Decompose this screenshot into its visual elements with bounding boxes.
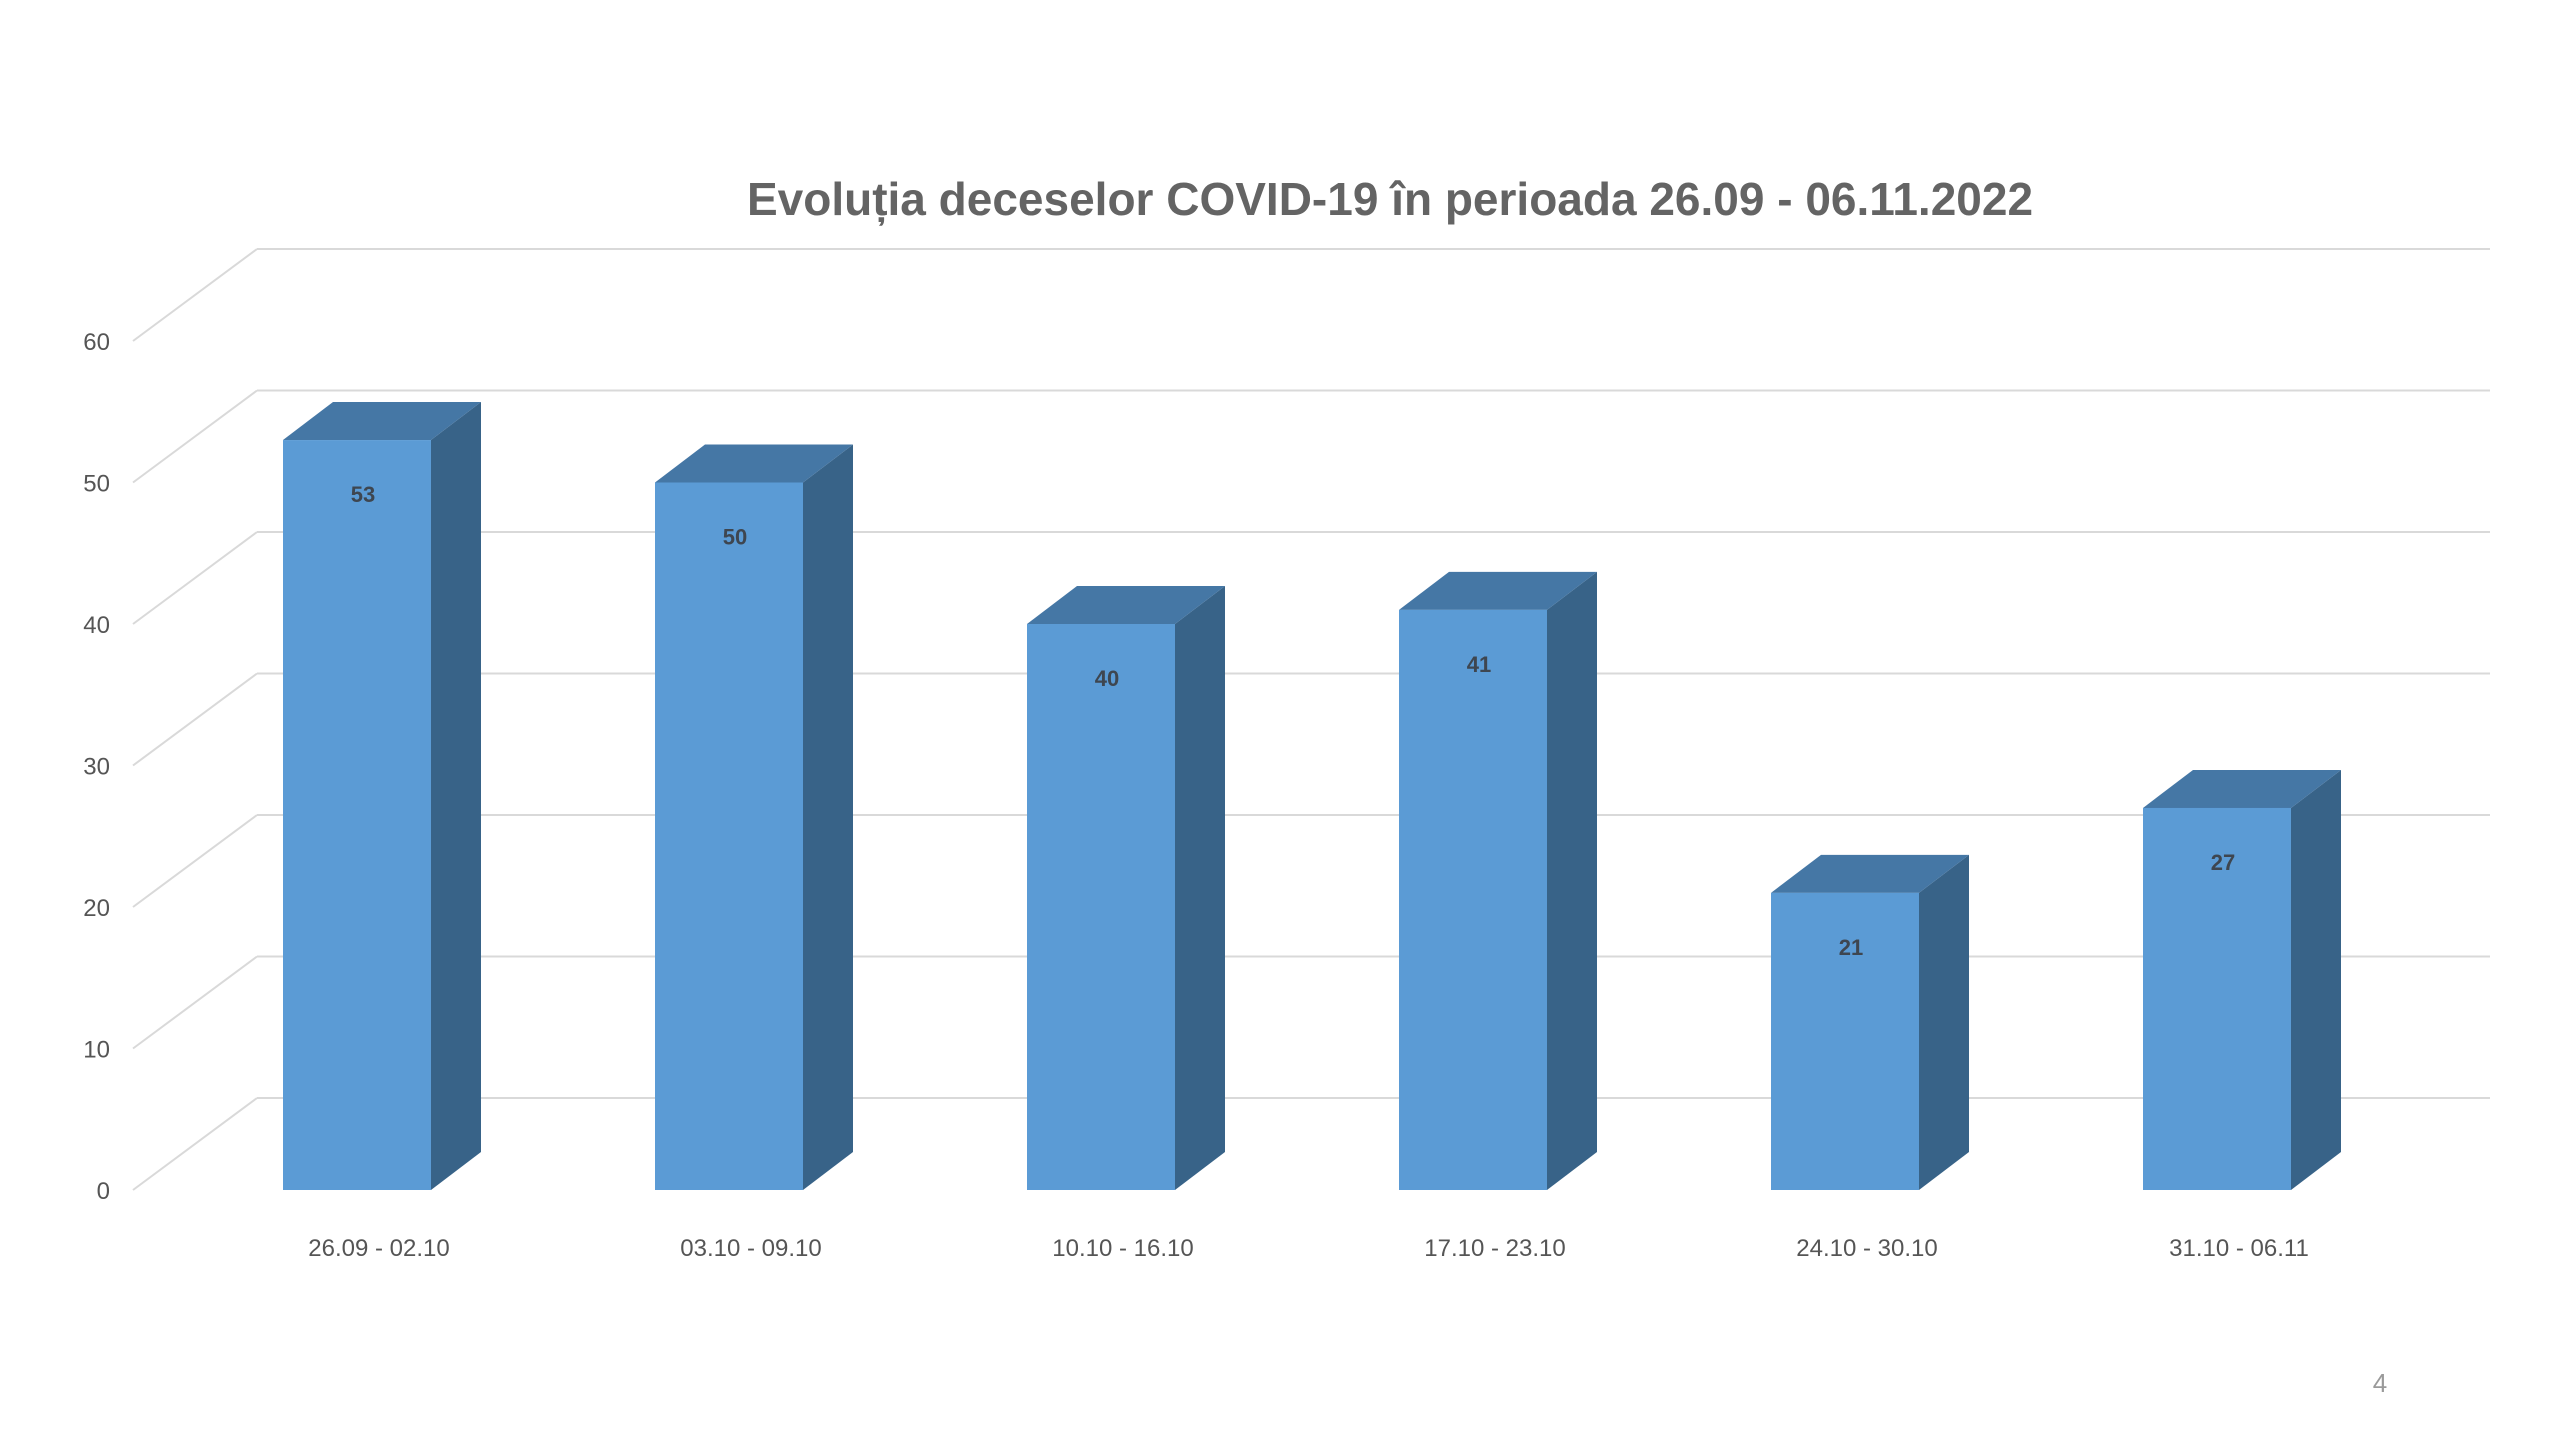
bar-side xyxy=(1547,571,1597,1190)
bars xyxy=(283,402,2341,1190)
data-label: 53 xyxy=(351,482,375,507)
y-tick-label: 0 xyxy=(97,1178,110,1205)
bar-top xyxy=(2143,769,2341,808)
data-labels: 53 50 40 41 21 27 xyxy=(351,482,2235,960)
gridline-side xyxy=(132,389,258,484)
data-label: 21 xyxy=(1839,935,1863,960)
bar-front xyxy=(1399,609,1547,1190)
bar-front xyxy=(283,440,431,1190)
bar-side xyxy=(1175,586,1225,1190)
gridline-side xyxy=(132,531,258,625)
bar xyxy=(1399,571,1597,1190)
gridline-side xyxy=(132,1097,258,1191)
bar xyxy=(1771,854,1969,1190)
bar-front xyxy=(1027,624,1175,1190)
gridline-side xyxy=(132,672,258,767)
data-label: 40 xyxy=(1095,666,1119,691)
bar xyxy=(283,402,481,1190)
x-category-label: 31.10 - 06.11 xyxy=(2169,1235,2309,1262)
bar-side xyxy=(803,444,853,1190)
x-category-label: 17.10 - 23.10 xyxy=(1424,1235,1565,1262)
gridline-side xyxy=(132,955,258,1050)
page-number: 4 xyxy=(2372,1368,2388,1398)
x-axis-categories: 26.09 - 02.10 03.10 - 09.10 10.10 - 16.10 1… xyxy=(308,1235,2309,1262)
x-category-label: 26.09 - 02.10 xyxy=(308,1235,449,1262)
bar-top xyxy=(1027,586,1225,624)
gridline-side xyxy=(132,814,258,908)
bar-front xyxy=(2143,807,2291,1190)
x-category-label: 03.10 - 09.10 xyxy=(680,1235,821,1262)
x-category-label: 10.10 - 16.10 xyxy=(1052,1235,1193,1262)
gridlines xyxy=(132,248,2490,1191)
x-category-label: 24.10 - 30.10 xyxy=(1796,1235,1937,1262)
bar-top xyxy=(1771,854,1969,893)
bar-top xyxy=(655,444,853,483)
data-label: 50 xyxy=(723,525,747,550)
y-tick-label: 40 xyxy=(83,612,110,639)
bar xyxy=(655,444,853,1190)
y-tick-label: 20 xyxy=(83,895,110,922)
gridline-side xyxy=(132,248,258,342)
bar-side xyxy=(1919,854,1969,1190)
y-tick-label: 60 xyxy=(83,329,110,356)
chart-title: Evoluția deceselor COVID-19 în perioada … xyxy=(747,173,2033,226)
y-axis-ticks: 0 10 20 30 40 50 60 xyxy=(83,329,110,1205)
bar-top xyxy=(1399,571,1597,610)
bar-front xyxy=(1771,892,1919,1190)
bar-side xyxy=(2291,769,2341,1190)
bar xyxy=(2143,769,2341,1190)
y-tick-label: 30 xyxy=(83,754,110,781)
data-label: 27 xyxy=(2211,850,2235,875)
bar-side xyxy=(431,402,481,1190)
y-tick-label: 50 xyxy=(83,471,110,498)
bar xyxy=(1027,586,1225,1190)
bar-top xyxy=(283,402,481,441)
bar-front xyxy=(655,482,803,1190)
y-tick-label: 10 xyxy=(83,1037,110,1064)
data-label: 41 xyxy=(1467,652,1491,677)
